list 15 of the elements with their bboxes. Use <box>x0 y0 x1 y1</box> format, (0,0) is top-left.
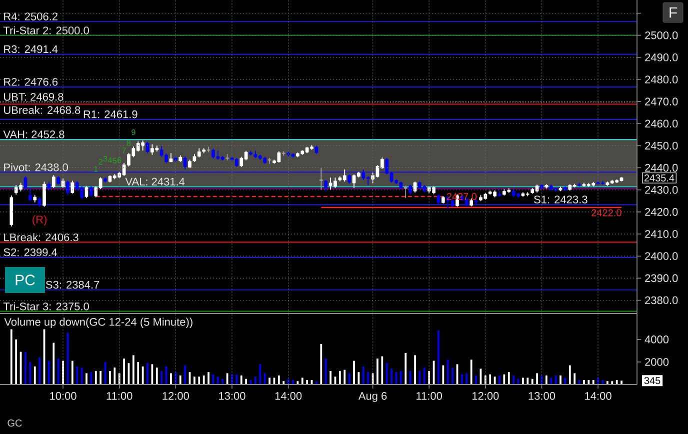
x-tick-label: 12:00 <box>472 392 499 400</box>
x-tick-label: Aug 6 <box>358 392 387 402</box>
text: GC <box>8 419 22 427</box>
x-tick-label: 11:00 <box>106 392 132 400</box>
chart-title: Volume up down(GC 12-24 (5 Minute)) <box>4 318 192 328</box>
text: 345 <box>644 377 660 384</box>
x-tick-label: 14:00 <box>275 392 302 400</box>
x-tick-label: 13:00 <box>219 392 246 400</box>
y-tick-label: 2000 <box>645 358 669 366</box>
x-tick-label: 11:00 <box>416 392 442 400</box>
x-tick-label: 12:00 <box>162 392 189 400</box>
x-tick-label: 10:00 <box>50 392 76 400</box>
x-tick-label: 13:00 <box>528 392 556 400</box>
x-tick-label: 14:00 <box>585 392 612 400</box>
y-tick-label: 4000 <box>644 336 669 344</box>
